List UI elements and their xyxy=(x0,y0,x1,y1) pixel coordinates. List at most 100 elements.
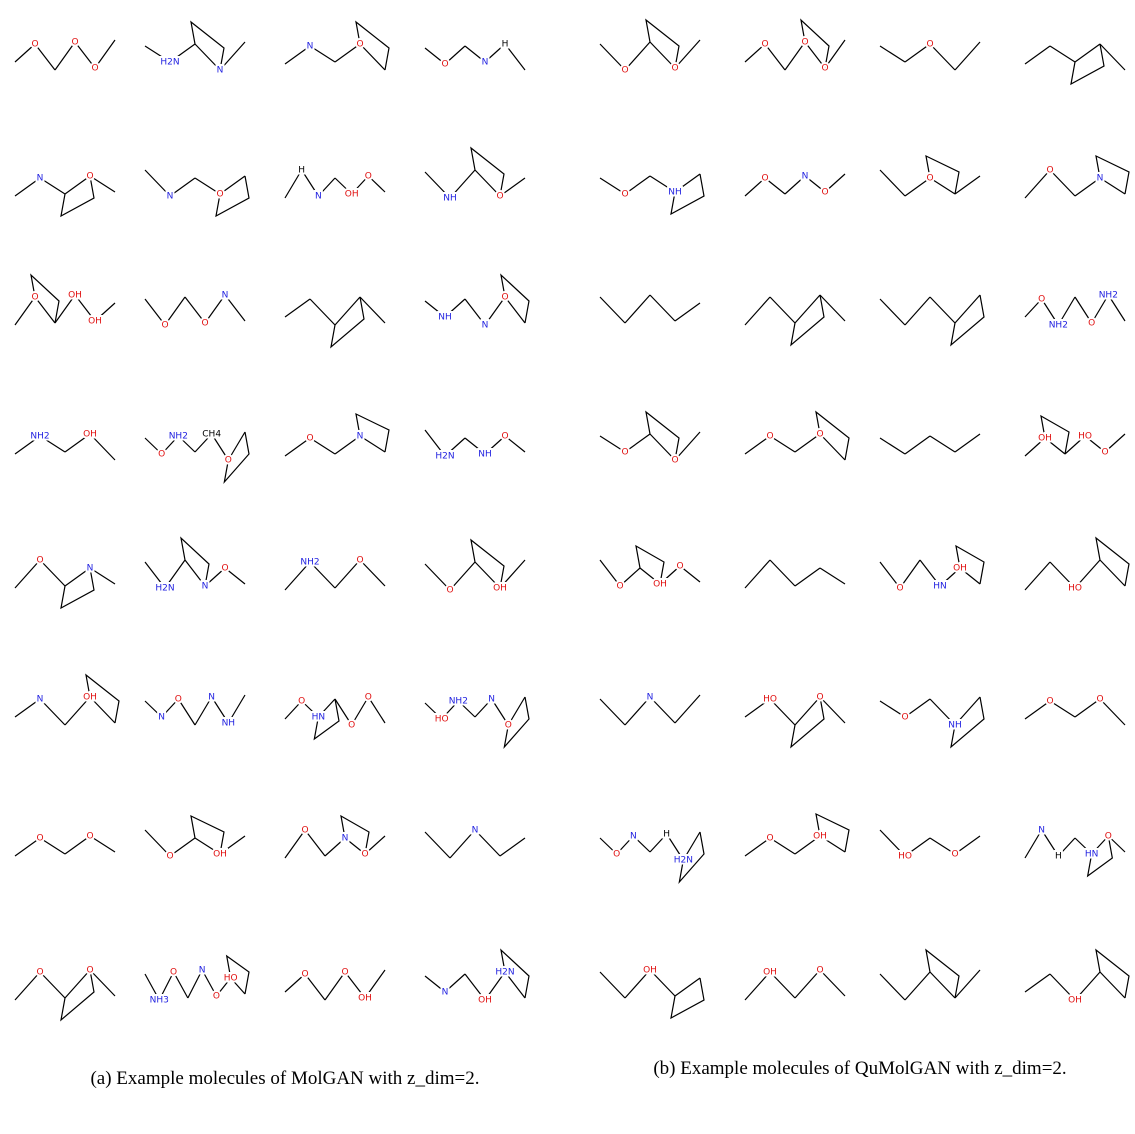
atom-label: HO xyxy=(435,715,449,725)
atom-label: N xyxy=(208,693,215,703)
bond xyxy=(1100,972,1125,998)
ring xyxy=(191,22,224,70)
atom-label: OH xyxy=(88,317,102,327)
bond xyxy=(90,568,115,584)
bond xyxy=(625,434,650,452)
bond xyxy=(90,836,115,852)
atom-label: N xyxy=(442,988,449,998)
ring xyxy=(1096,538,1129,586)
atom-label: O xyxy=(36,556,43,566)
atom-label: O xyxy=(766,834,773,844)
bond xyxy=(360,436,385,452)
atom-label: H2N xyxy=(155,584,174,594)
atom-label: O xyxy=(301,826,308,836)
atom-label: O xyxy=(761,174,768,184)
bond xyxy=(625,295,650,323)
atom-label: O xyxy=(365,172,372,182)
bond xyxy=(880,438,905,454)
atom-label: N xyxy=(87,564,94,574)
atom-label: H xyxy=(663,830,670,840)
atom-label: N xyxy=(202,582,209,592)
bond xyxy=(600,297,625,323)
atom-label: O xyxy=(816,693,823,703)
ring xyxy=(636,546,664,584)
atom-label: N xyxy=(1097,174,1104,184)
bond xyxy=(450,562,475,590)
atom-label: NH xyxy=(948,721,962,731)
bond xyxy=(930,178,955,194)
bond xyxy=(285,299,310,317)
bond xyxy=(930,436,955,452)
bond xyxy=(1025,46,1050,64)
atom-label: HO xyxy=(898,852,912,862)
bond xyxy=(310,46,335,62)
atom-label: O xyxy=(616,582,623,592)
atom-label: O xyxy=(821,188,828,198)
bond xyxy=(310,438,335,454)
atom-label: N xyxy=(342,834,349,844)
bond xyxy=(770,560,795,586)
bond xyxy=(40,178,65,194)
atom-label: O xyxy=(926,174,933,184)
bond xyxy=(40,838,65,854)
ring xyxy=(1071,44,1104,84)
bond xyxy=(770,838,795,854)
bond xyxy=(475,830,500,856)
atom-label: OH xyxy=(68,291,82,301)
atom-label: N xyxy=(37,695,44,705)
atom-label: O xyxy=(926,40,933,50)
atom-label: HN xyxy=(933,582,947,592)
atom-label: O xyxy=(365,693,372,703)
atom-label: OH xyxy=(1038,434,1052,444)
atom-label: O xyxy=(301,970,308,980)
atom-label: O xyxy=(31,293,38,303)
atom-label: O xyxy=(501,432,508,442)
atom-label: O xyxy=(951,850,958,860)
bond xyxy=(745,560,770,588)
atom-label: O xyxy=(676,562,683,572)
atom-label: HO xyxy=(224,974,238,984)
atom-label: OH xyxy=(1068,996,1082,1006)
atom-label: O xyxy=(766,432,773,442)
atom-label: O xyxy=(175,695,182,705)
atom-label: O xyxy=(1046,166,1053,176)
atom-label: O xyxy=(221,564,228,574)
atom-label: OH xyxy=(813,832,827,842)
atom-label: O xyxy=(1101,448,1108,458)
atom-label: O xyxy=(761,40,768,50)
atom-label: N xyxy=(630,832,637,842)
bond xyxy=(1050,170,1075,196)
atom-label: O xyxy=(446,586,453,596)
bond xyxy=(930,972,955,998)
atom-label: N xyxy=(482,58,489,68)
atom-label: NH2 xyxy=(1049,321,1068,331)
atom-label: NH xyxy=(478,450,492,460)
atom-label: NH xyxy=(438,313,452,323)
ring xyxy=(646,20,679,68)
atom-label: HO xyxy=(1078,432,1092,442)
bond xyxy=(955,176,980,194)
bond xyxy=(955,295,980,323)
bond xyxy=(955,42,980,70)
bond xyxy=(500,838,525,856)
atom-label: O xyxy=(86,172,93,182)
bond xyxy=(905,436,930,454)
atom-label: N xyxy=(217,66,224,76)
bond xyxy=(905,297,930,325)
bond xyxy=(220,42,245,70)
caption-a: (a) Example molecules of MolGAN with z_d… xyxy=(0,1068,570,1090)
atom-label: N xyxy=(158,713,165,723)
atom-label: OH xyxy=(493,584,507,594)
atom-label: O xyxy=(901,713,908,723)
page: OOOH2NNNOONHNONOHNOHONHOOOHOHOONNHNONH2O… xyxy=(0,0,1135,1134)
bond xyxy=(795,568,820,586)
bond xyxy=(220,176,245,194)
atom-label: H2N xyxy=(160,58,179,68)
atom-label: O xyxy=(201,319,208,329)
bond xyxy=(1050,46,1075,62)
atom-label: OH xyxy=(763,968,777,978)
bond xyxy=(625,42,650,70)
atom-label: O xyxy=(166,852,173,862)
atom-label: O xyxy=(86,832,93,842)
bond xyxy=(170,178,195,196)
